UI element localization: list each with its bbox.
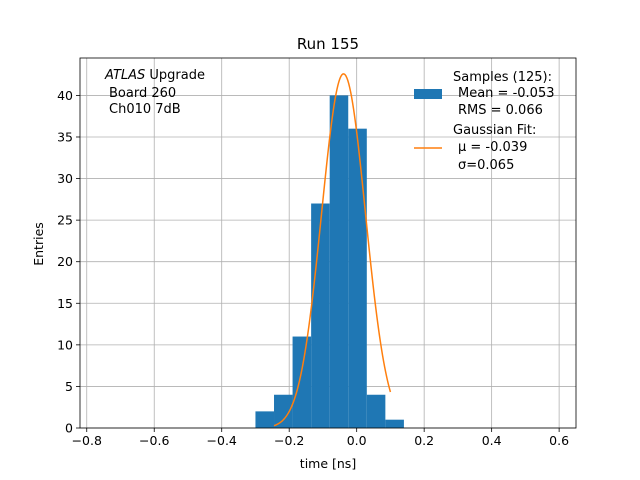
legend-samples-swatch: [414, 89, 442, 99]
gaussian-fit-line: [273, 73, 392, 427]
legend-fit-mu: μ = -0.039: [458, 140, 527, 155]
y-tick-label: 5: [65, 379, 73, 394]
annotation-atlas: ATLAS: [104, 68, 145, 83]
atlas-annotation: ATLAS Upgrade Board 260 Ch010 7dB: [104, 68, 205, 117]
legend-fit-sigma: σ=0.065: [458, 158, 514, 173]
x-tick-label: 0.4: [482, 433, 502, 448]
x-tick-label: 0.2: [414, 433, 434, 448]
legend-samples-title: Samples (125):: [453, 70, 552, 85]
legend-samples-rms: RMS = 0.066: [458, 103, 543, 118]
annotation-line1: ATLAS Upgrade: [104, 68, 205, 83]
legend-fit-title: Gaussian Fit:: [453, 123, 536, 138]
histogram-bar: [274, 394, 293, 428]
histogram-bar: [292, 336, 312, 428]
annotation-board: Board 260: [109, 86, 176, 101]
annotation-channel: Ch010 7dB: [109, 102, 181, 117]
histogram-bar: [329, 95, 349, 428]
axes-frame: [79, 57, 577, 429]
x-tick-label: −0.8: [72, 433, 102, 448]
x-tick-label: 0.0: [347, 433, 367, 448]
y-tick-label: 0: [65, 421, 73, 436]
y-axis-label: Entries: [31, 222, 46, 266]
histogram-bar: [385, 419, 404, 428]
x-tick-label: 0.6: [549, 433, 569, 448]
legend: Samples (125): Mean = -0.053 RMS = 0.066…: [414, 70, 554, 173]
x-axis-label: time [ns]: [300, 456, 356, 471]
legend-samples-mean: Mean = -0.053: [458, 86, 554, 101]
histogram-bars: [255, 95, 404, 428]
y-tick-label: 10: [57, 337, 73, 352]
histogram-bar: [348, 128, 367, 428]
histogram-bar: [311, 203, 330, 428]
y-tick-label: 20: [57, 254, 73, 269]
chart-title: Run 155: [297, 35, 359, 53]
y-tick-label: 30: [57, 171, 73, 186]
x-tick-label: −0.4: [207, 433, 237, 448]
annotation-upgrade: Upgrade: [145, 68, 205, 83]
histogram-bar: [255, 411, 275, 428]
axis-ticks: −0.8 −0.6 −0.4 −0.2 0.0 0.2 0.4 0.6 0 5 10 15 20 25 30…: [57, 88, 569, 448]
y-tick-label: 15: [57, 296, 73, 311]
y-tick-label: 35: [57, 129, 73, 144]
x-tick-label: −0.6: [139, 433, 169, 448]
y-tick-label: 25: [57, 213, 73, 228]
gaussian-fit: [273, 73, 392, 427]
histogram-bar: [366, 394, 386, 428]
x-tick-label: −0.2: [274, 433, 304, 448]
y-tick-label: 40: [57, 88, 73, 103]
